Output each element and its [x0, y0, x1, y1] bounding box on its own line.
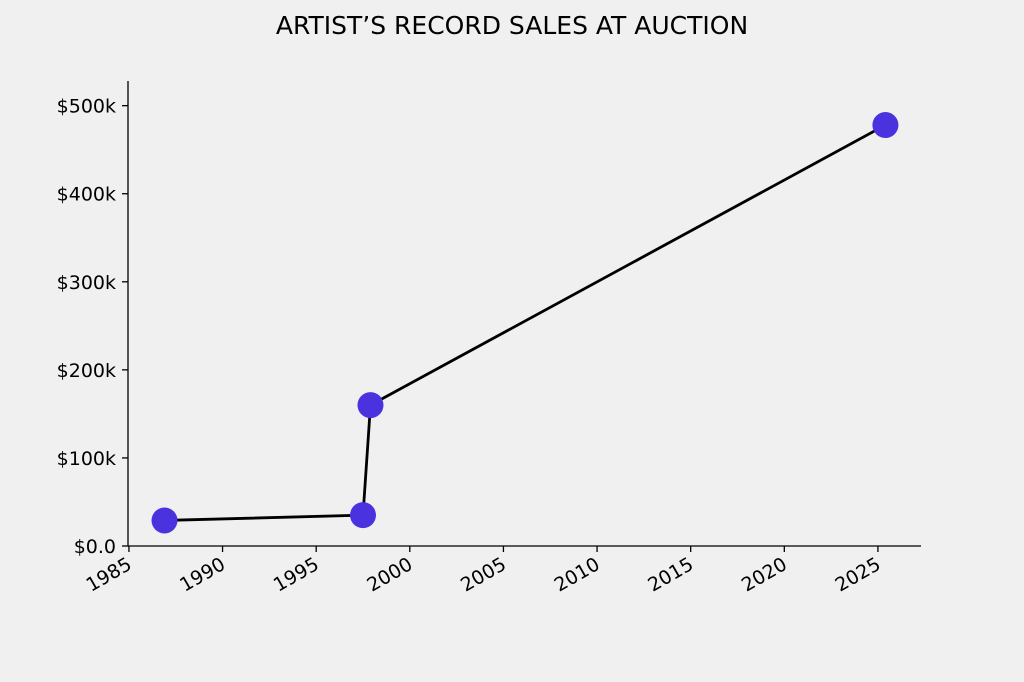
point	[349, 502, 376, 529]
y-tick-label: $400k	[57, 184, 116, 206]
point	[357, 392, 384, 419]
chart-title: ARTIST’S RECORD SALES AT AUCTION	[276, 11, 748, 40]
y-tick-label: $100k	[57, 448, 116, 470]
x-tick-label: 2015	[644, 553, 697, 596]
y-tick-label: $500k	[57, 96, 116, 118]
y-tick-label: $300k	[57, 272, 116, 294]
x-tick-label: 2005	[457, 553, 510, 596]
y-tick-label: $0.0	[74, 536, 116, 558]
point	[872, 112, 899, 139]
x-tick-label: 2000	[363, 553, 416, 596]
x-tick-label: 1995	[270, 553, 323, 596]
line	[164, 123, 887, 522]
x-tick-label: 2010	[551, 553, 604, 596]
y-tick-label: $200k	[57, 360, 116, 382]
x-tick-label: 2025	[832, 553, 885, 596]
x-tick-label: 1985	[83, 553, 136, 596]
x-tick-label: 1990	[176, 553, 229, 596]
x-tick-label: 2020	[738, 553, 791, 596]
point	[151, 507, 178, 534]
